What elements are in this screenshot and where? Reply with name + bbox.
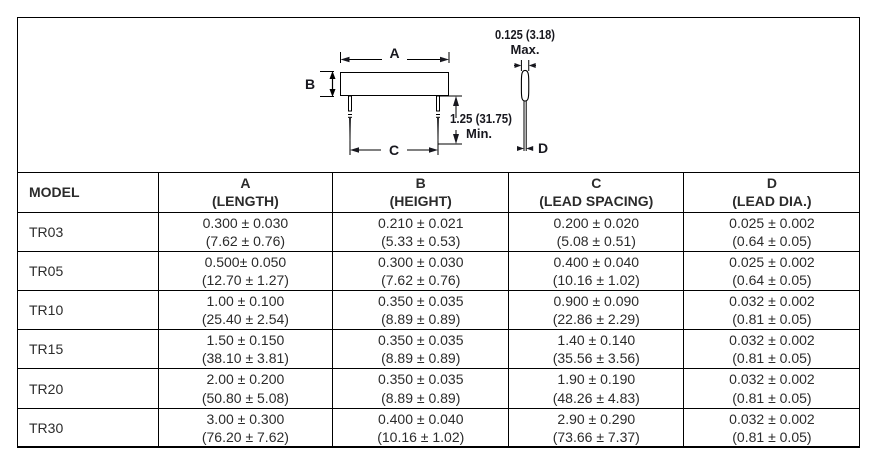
svg-text:C: C [389,142,399,158]
svg-text:A: A [389,45,399,61]
svg-text:D: D [538,140,548,156]
svg-text:B: B [305,76,315,92]
svg-text:Min.: Min. [466,126,492,141]
svg-text:1.25 (31.75): 1.25 (31.75) [450,111,512,126]
svg-text:Max.: Max. [511,42,540,57]
svg-text:0.125 (3.18): 0.125 (3.18) [495,27,555,42]
